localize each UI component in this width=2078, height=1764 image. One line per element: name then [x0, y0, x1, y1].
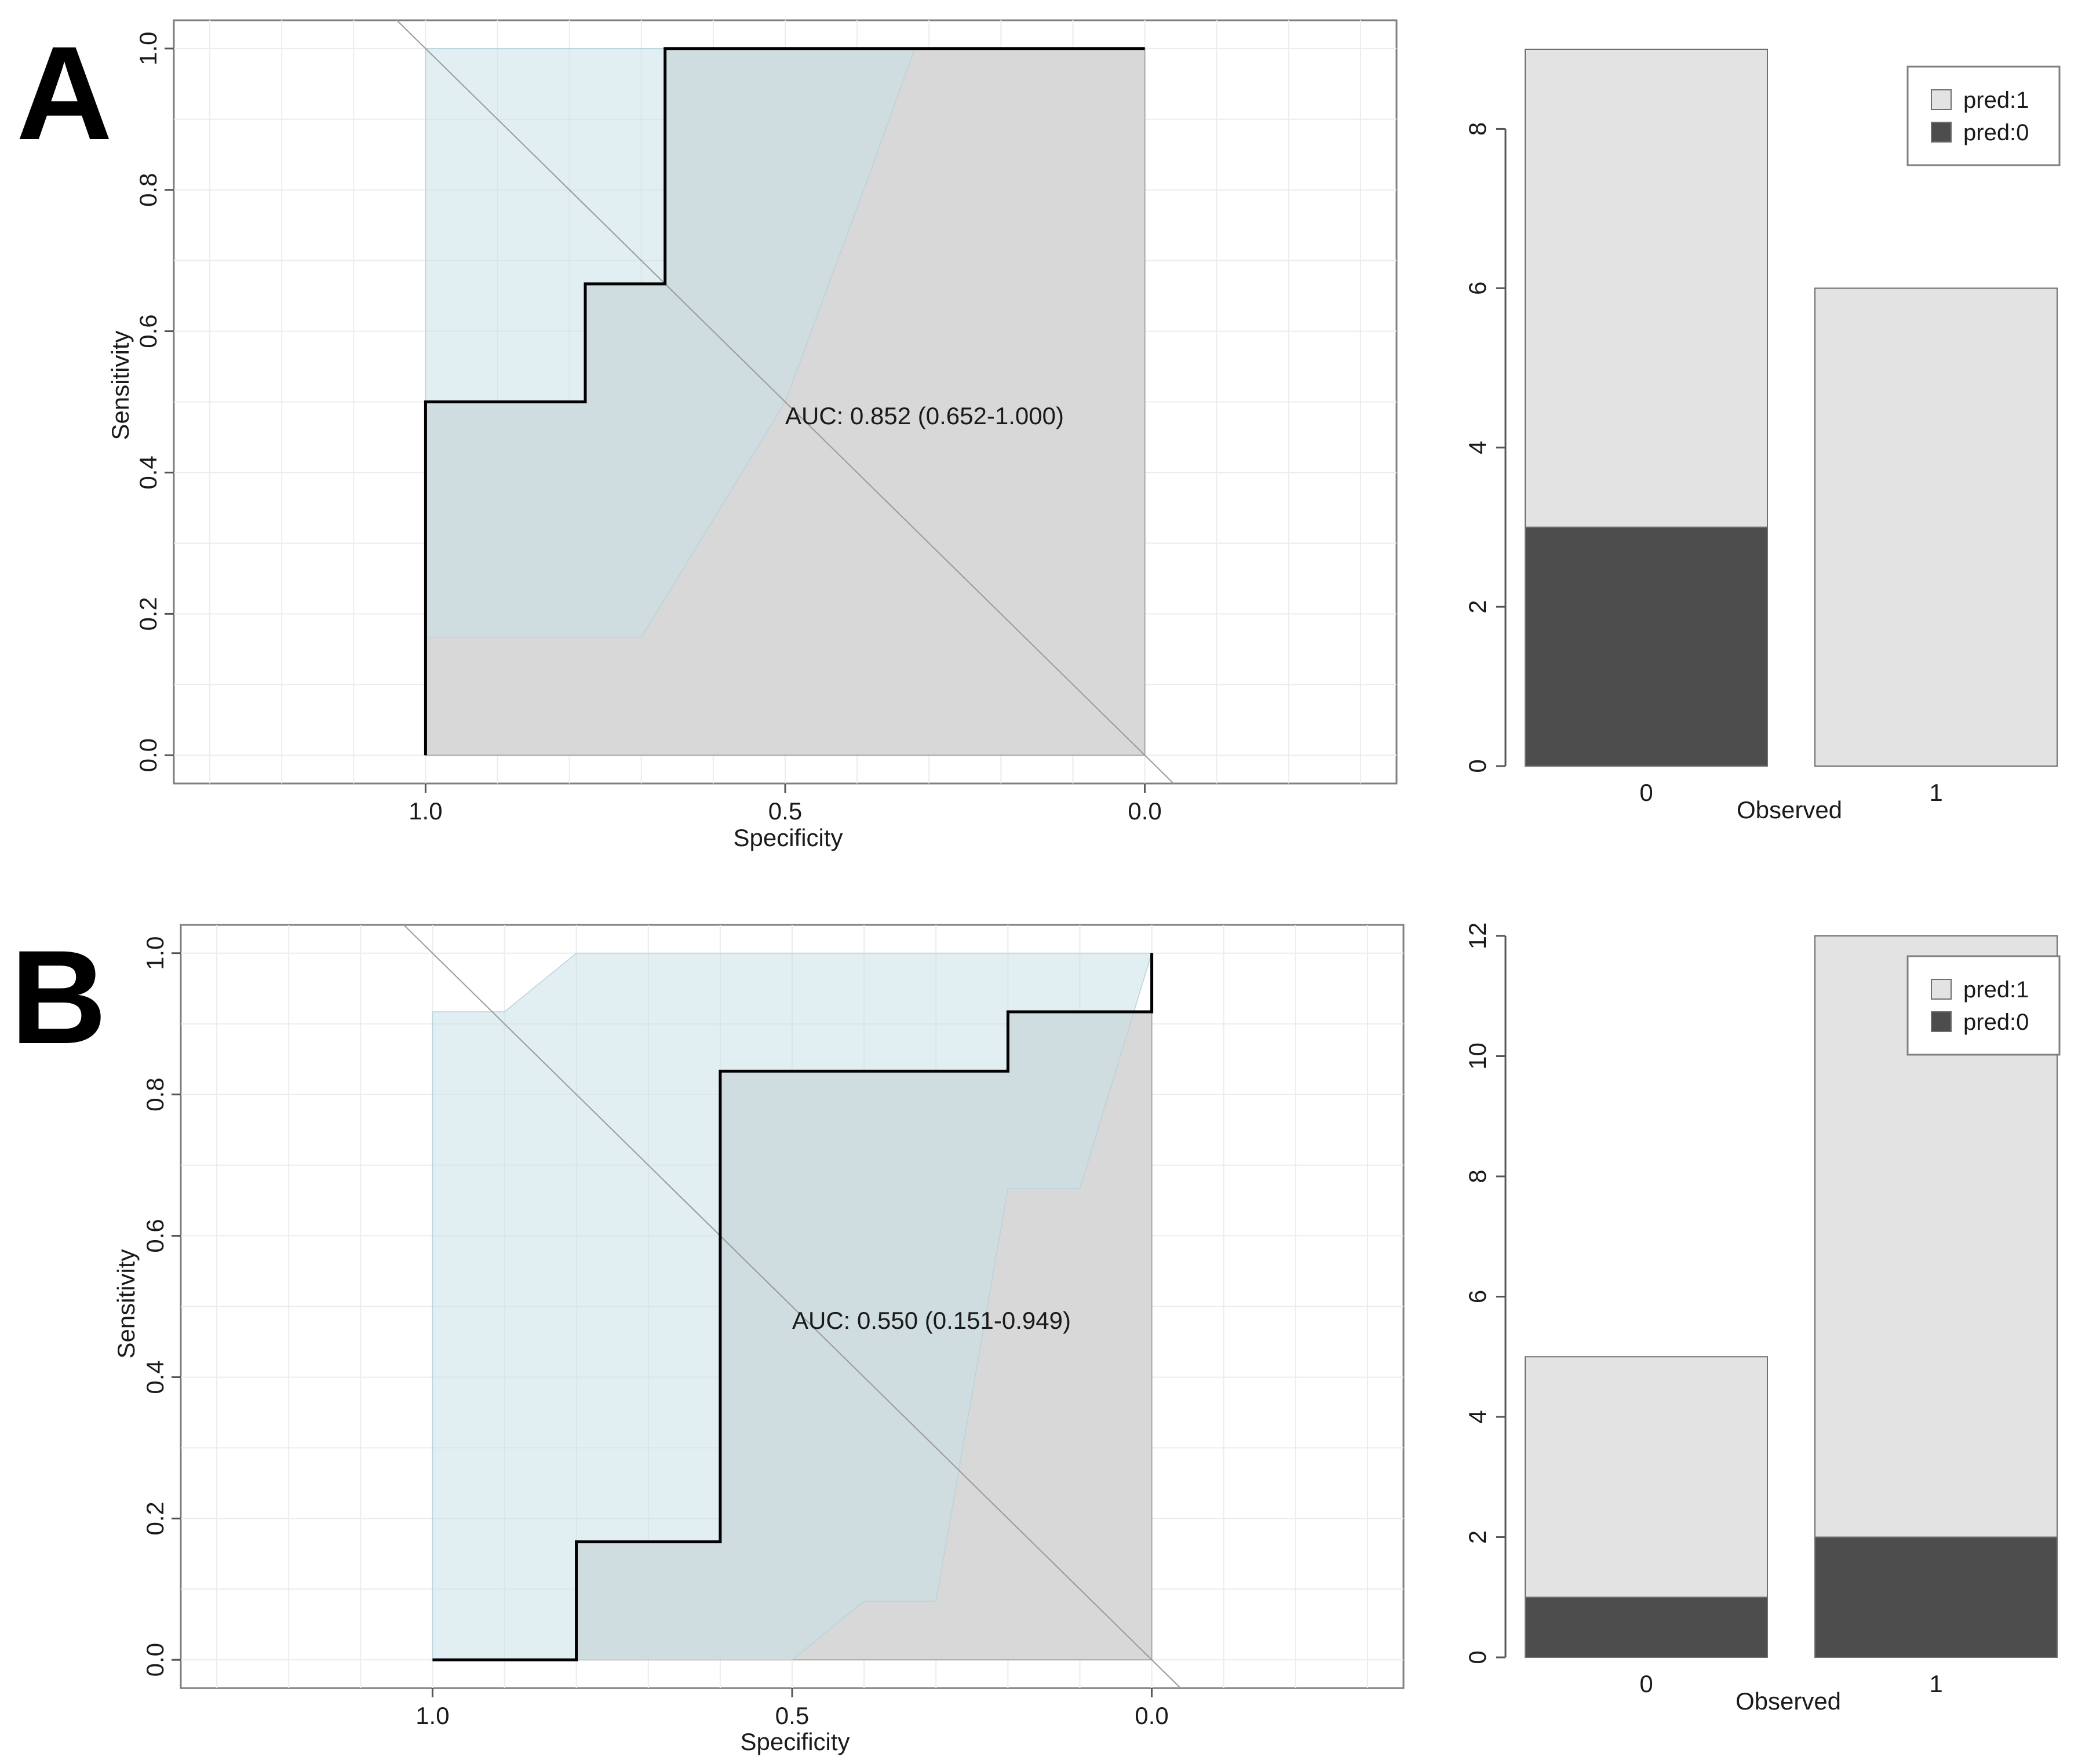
y-tick-label: 12: [1464, 923, 1491, 950]
chance-diagonal: [396, 20, 1174, 784]
roc-curve: [432, 953, 1154, 1661]
bar-pred0: [1525, 1597, 1768, 1658]
bar-pred1: [1525, 49, 1768, 528]
category-label: 0: [1639, 1670, 1653, 1697]
auc-label: AUC: 0.852 (0.652-1.000): [785, 402, 1064, 429]
legend-label-pred0: pred:0: [1963, 120, 2029, 145]
auc-label: AUC: 0.550 (0.151-0.949): [792, 1307, 1071, 1334]
y-tick-label: 0: [1464, 1650, 1491, 1664]
y-tick-label: 8: [1464, 122, 1491, 136]
y-tick-label: 0.4: [141, 1360, 169, 1394]
legend-label-pred0: pred:0: [1963, 1009, 2029, 1035]
y-tick-label: 10: [1464, 1043, 1491, 1070]
legend-label-pred1: pred:1: [1963, 977, 2029, 1003]
x-axis-label: Observed: [1736, 1688, 1841, 1715]
y-ticks: 0.0 0.2 0.4 0.6 0.8 1.0: [134, 32, 174, 772]
y-tick-label: 4: [1464, 1410, 1491, 1423]
y-tick-label: 6: [1464, 282, 1491, 295]
bar-pred0: [1814, 1536, 2058, 1658]
legend-box: [1906, 65, 2061, 166]
y-tick-label: 2: [1464, 1530, 1491, 1544]
x-tick-label: 0.5: [768, 797, 802, 825]
y-tick-label: 4: [1464, 441, 1491, 454]
y-tick-label: 0.2: [141, 1501, 169, 1535]
category-label: 1: [1929, 779, 1942, 806]
bar-pred1: [1814, 287, 2058, 767]
y-tick-label: 0.6: [141, 1219, 169, 1252]
y-tick-label: 0.4: [134, 455, 162, 489]
y-ticks: 0.0 0.2 0.4 0.6 0.8 1.0: [141, 936, 181, 1676]
roc-curve: [424, 47, 1145, 756]
category-label: 1: [1929, 1670, 1942, 1697]
y-tick-label: 0.8: [134, 173, 162, 206]
x-axis-label: Observed: [1737, 796, 1842, 823]
x-tick-label: 1.0: [415, 1702, 449, 1729]
x-ticks: 1.0 0.5 0.0: [409, 783, 1162, 825]
y-ticks: 0 2 4 6 8: [1464, 122, 1505, 773]
legend: pred:1 pred:0: [1906, 955, 2061, 1056]
bars: [1525, 935, 2058, 1658]
panel-label-a: A: [16, 19, 112, 167]
y-tick-label: 0.0: [141, 1643, 169, 1676]
y-tick-label: 0.0: [134, 738, 162, 772]
y-tick-label: 0: [1464, 759, 1491, 772]
y-tick-label: 6: [1464, 1290, 1491, 1303]
y-tick-label: 0.6: [134, 314, 162, 348]
y-tick-label: 0.8: [141, 1077, 169, 1111]
x-tick-label: 0.0: [1135, 1702, 1168, 1729]
y-axis-label: Sensitivity: [107, 330, 134, 440]
y-tick-label: 8: [1464, 1169, 1491, 1183]
roc-chart-a: 1.0 0.5 0.0 0.0 0.2 0.4 0.6 0.8 1.0 AUC: 0.852 …: [107, 19, 1398, 851]
category-label: 0: [1639, 779, 1653, 806]
legend-label-pred1: pred:1: [1963, 88, 2029, 113]
bar-pred0: [1525, 526, 1768, 767]
legend: pred:1 pred:0: [1906, 65, 2061, 166]
y-ticks: 0 2 4 6 8 10 12: [1464, 923, 1505, 1664]
bars: [1525, 49, 2058, 767]
panel-label-b: B: [10, 923, 107, 1071]
y-tick-label: 0.2: [134, 597, 162, 630]
x-ticks: 1.0 0.5 0.0: [415, 1688, 1169, 1729]
y-tick-label: 1.0: [141, 936, 169, 970]
chance-diagonal: [403, 924, 1181, 1689]
x-tick-label: 0.0: [1128, 797, 1161, 825]
legend-swatch-pred1: [1931, 89, 1952, 110]
legend-swatch-pred1: [1931, 979, 1952, 1000]
x-tick-label: 1.0: [409, 797, 442, 825]
x-axis-label: Specificity: [733, 824, 843, 851]
legend-box: [1906, 955, 2061, 1056]
x-tick-label: 0.5: [775, 1702, 809, 1729]
y-tick-label: 1.0: [134, 32, 162, 65]
legend-swatch-pred0: [1931, 122, 1952, 143]
x-axis-label: Specificity: [740, 1728, 850, 1755]
legend-swatch-pred0: [1931, 1011, 1952, 1032]
bar-pred1: [1525, 1356, 1768, 1598]
roc-chart-b: 1.0 0.5 0.0 0.0 0.2 0.4 0.6 0.8 1.0 AUC: 0.550 …: [112, 924, 1405, 1755]
y-tick-label: 2: [1464, 600, 1491, 613]
y-axis-label: Sensitivity: [112, 1249, 140, 1358]
